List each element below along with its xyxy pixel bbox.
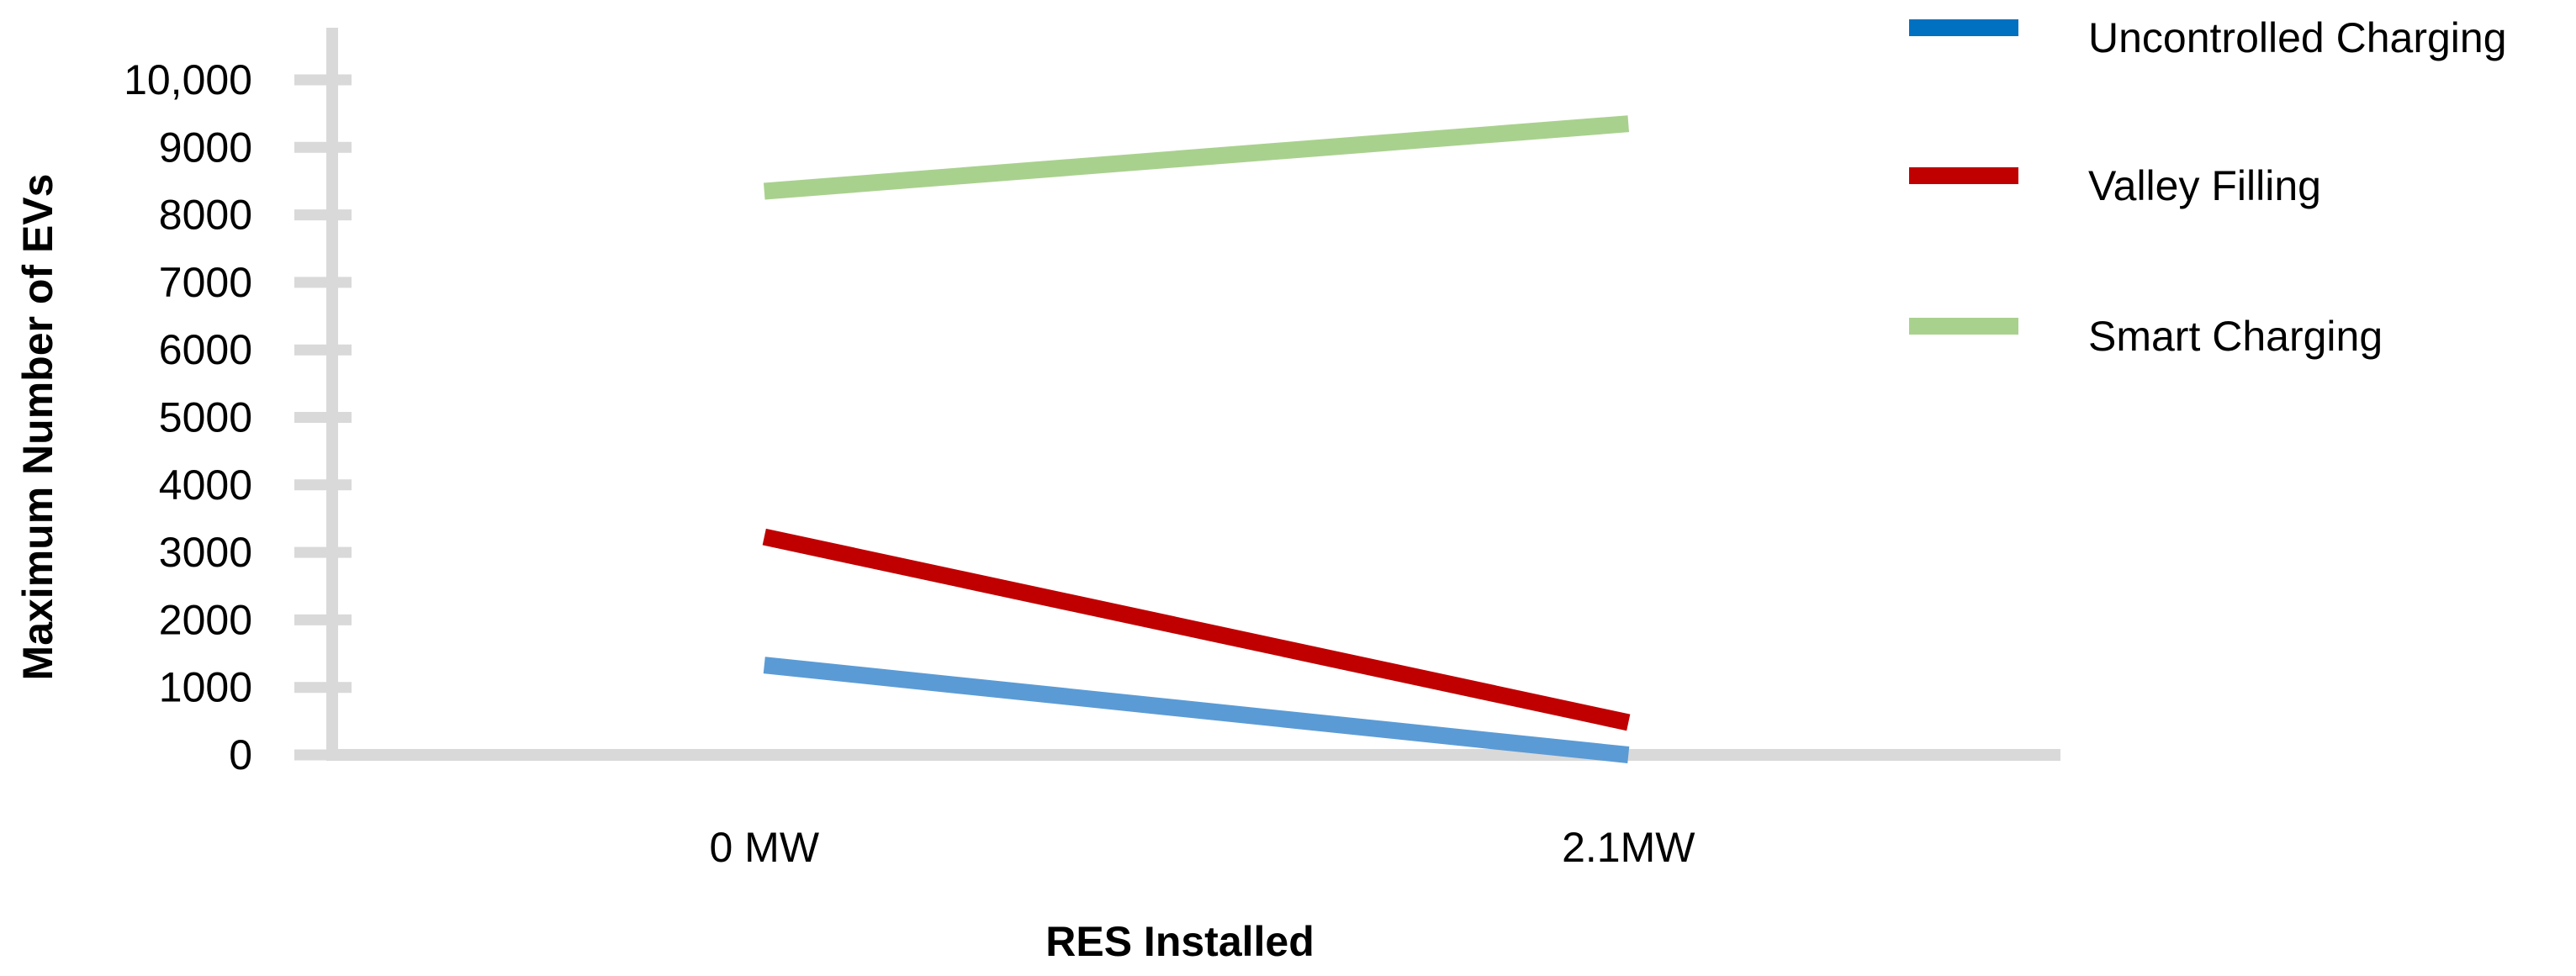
y-axis-ticks: 0 1000 2000 3000 4000 5000 6000 7000 8000 9000 10,… (124, 56, 352, 778)
y-tick-label: 7000 (159, 259, 252, 306)
y-tick-label: 1000 (159, 664, 252, 711)
series-lines (762, 115, 1631, 763)
series-line-2 (762, 528, 1631, 731)
y-tick-label: 6000 (159, 326, 252, 373)
x-axis-title: RES Installed (1045, 918, 1314, 965)
x-axis-ticks: 0 MW 2.1MW (709, 824, 1695, 871)
y-tick-label: 8000 (159, 192, 252, 239)
y-tick-label: 5000 (159, 394, 252, 441)
y-tick-label: 3000 (159, 529, 252, 576)
y-tick-label: 9000 (159, 124, 252, 171)
y-tick-label: 2000 (159, 596, 252, 643)
y-tick-label: 10,000 (124, 56, 252, 103)
chart-axes (326, 28, 2060, 761)
x-tick-label: 2.1MW (1562, 824, 1695, 871)
legend-label: Uncontrolled Charging (2088, 14, 2507, 61)
x-tick-label: 0 MW (709, 824, 819, 871)
y-tick-label: 4000 (159, 462, 252, 509)
y-axis-title: Maximum Number of EVs (14, 174, 61, 681)
y-tick-label: 0 (229, 731, 252, 778)
series-line-3 (763, 115, 1630, 200)
legend-label: Smart Charging (2088, 313, 2383, 360)
series-line-1 (763, 657, 1630, 763)
legend: Uncontrolled Charging Valley Filling Smart… (1909, 14, 2507, 360)
legend-label: Valley Filling (2088, 162, 2321, 209)
